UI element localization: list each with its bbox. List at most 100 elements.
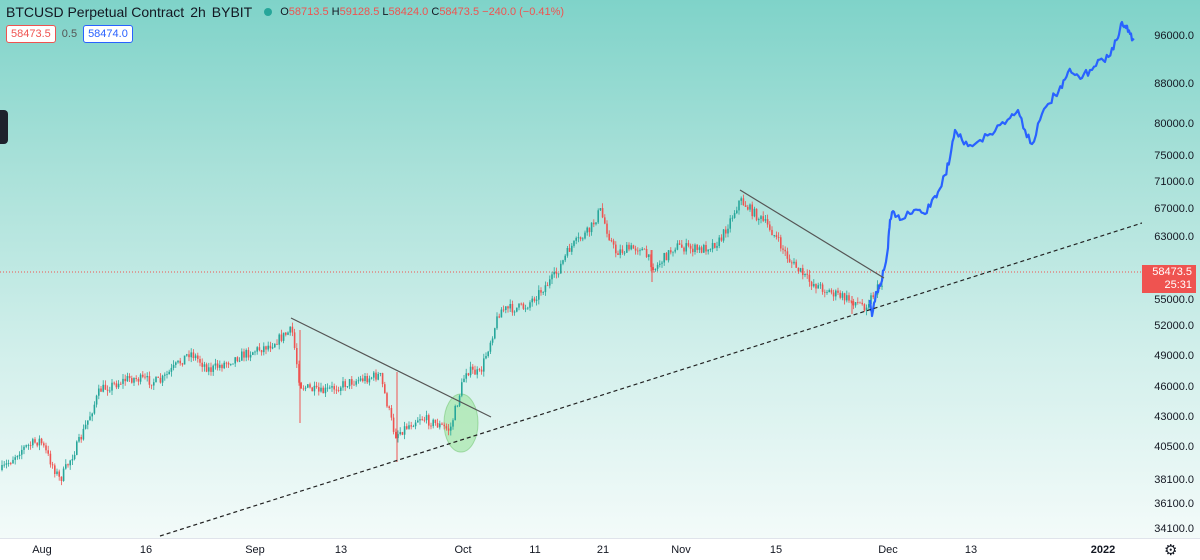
candle-body (538, 290, 540, 300)
candle-body (10, 463, 12, 464)
support-dashed-line[interactable] (159, 222, 1142, 537)
candle-body (711, 243, 714, 250)
candle-body (399, 432, 401, 435)
time-tick: 11 (529, 544, 541, 556)
candle-body (230, 364, 232, 365)
candle-body (661, 262, 663, 264)
candle-body (546, 285, 549, 287)
candle-body (170, 367, 173, 372)
candle-body (626, 244, 628, 253)
candle-body (531, 298, 533, 303)
exchange-label: BYBIT (211, 4, 253, 20)
price-chart[interactable] (0, 0, 1142, 538)
candle-body (337, 390, 340, 391)
candle-body (859, 302, 861, 304)
price-tick: 75000.0 (1154, 150, 1194, 162)
downtrend-line-1[interactable] (290, 317, 492, 418)
candle-body (480, 369, 483, 372)
time-axis[interactable]: Aug 16 Sep 13 Oct 11 21 Nov 15 Dec 13 2022 (0, 538, 1142, 560)
candle-body (49, 453, 52, 465)
candle-body (716, 245, 718, 248)
candle-body (223, 362, 225, 369)
candle-body (458, 395, 461, 406)
candle-body (857, 302, 859, 303)
candle-body (485, 356, 487, 359)
candle-body (392, 417, 395, 432)
candle-body (575, 237, 577, 241)
candle-body (175, 362, 177, 365)
candle-body (7, 463, 10, 464)
gear-icon[interactable]: ⚙ (1164, 542, 1178, 559)
candle-body (425, 415, 428, 421)
candle-body (346, 386, 349, 387)
candle-body (557, 273, 560, 275)
candle-body (676, 243, 679, 250)
buy-price-button[interactable]: 58474.0 (83, 25, 133, 43)
candle-body (782, 248, 784, 250)
candle-body (700, 247, 703, 253)
time-tick: Nov (671, 544, 691, 556)
candle-body (527, 307, 529, 309)
candle-body (454, 406, 456, 421)
axis-corner (1142, 538, 1200, 560)
candle-body (344, 381, 346, 387)
candle-body (117, 383, 120, 388)
candle-body (656, 264, 659, 269)
candle-body (205, 364, 208, 372)
candle-body (632, 245, 635, 249)
candle-body (355, 381, 357, 385)
candle-body (804, 273, 806, 276)
candle-body (73, 454, 76, 460)
candle-body (491, 338, 494, 343)
candle-body (38, 438, 41, 446)
candle-body (157, 376, 159, 378)
candle-body (722, 229, 725, 241)
downtrend-line-2[interactable] (739, 189, 885, 279)
candle-body (159, 377, 162, 383)
candle-body (689, 245, 692, 249)
candle-body (278, 334, 280, 345)
candle-body (610, 240, 613, 241)
candle-body (881, 285, 883, 287)
candle-body (300, 382, 302, 389)
time-tick: Aug (32, 544, 52, 556)
candle-body (670, 250, 672, 253)
sidebar-toggle-handle[interactable] (0, 110, 8, 144)
interval-label[interactable]: 2h (190, 4, 206, 20)
sell-price-button[interactable]: 58473.5 (6, 25, 56, 43)
candle-body (238, 360, 241, 362)
candle-body (384, 384, 386, 394)
change-value: −240.0 (−0.41%) (482, 6, 565, 18)
candle-body (245, 350, 247, 358)
candle-body (597, 210, 599, 223)
candle-body (630, 245, 632, 250)
candle-body (522, 303, 525, 309)
candle-body (326, 387, 329, 389)
candle-body (43, 443, 45, 446)
projection-line (868, 20, 1135, 318)
candle-body (14, 457, 16, 460)
candle-body (153, 382, 155, 386)
symbol-legend: BTCUSD Perpetual Contract 2h BYBIT O5871… (6, 4, 564, 20)
candle-body (181, 363, 184, 365)
price-axis[interactable]: 96000.0 88000.0 80000.0 75000.0 71000.0 67000… (1142, 0, 1200, 538)
candle-body (234, 357, 236, 364)
candle-body (685, 243, 687, 252)
candle-body (21, 449, 23, 455)
candle-body (687, 243, 690, 246)
candle-body (351, 379, 353, 385)
candle-body (771, 229, 773, 236)
spread-value: 0.5 (61, 28, 78, 40)
candle-body (3, 464, 5, 466)
candle-body (727, 228, 729, 234)
candle-body (201, 362, 203, 367)
symbol-name[interactable]: BTCUSD Perpetual Contract (6, 4, 185, 20)
candle-body (835, 290, 837, 297)
candle-body (58, 471, 60, 477)
candle-body (777, 237, 780, 238)
candle-body (467, 373, 470, 376)
candle-body (254, 351, 256, 353)
candle-body (474, 369, 476, 375)
candle-body (434, 419, 437, 423)
candle-body (194, 355, 197, 358)
